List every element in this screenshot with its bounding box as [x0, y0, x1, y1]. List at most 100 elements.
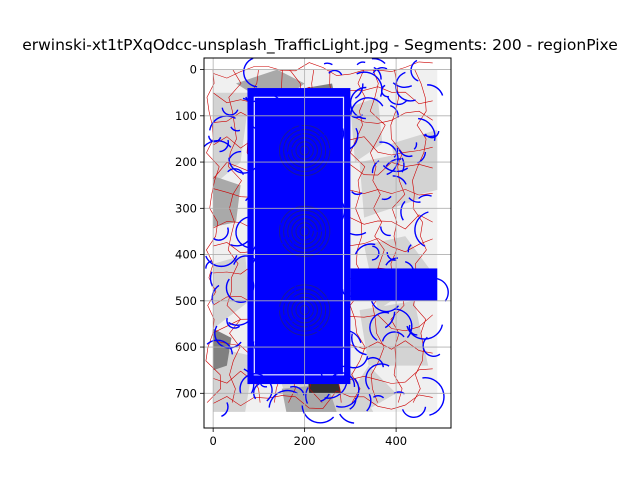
contour-arc [371, 58, 386, 65]
contour-arc [260, 383, 268, 388]
contour-arc [249, 252, 285, 282]
contour-arc [245, 96, 260, 103]
contour-arc [287, 244, 296, 255]
contour-arc [326, 146, 339, 157]
contour-arc [261, 187, 272, 192]
segment-region [391, 129, 438, 200]
contour-arc [384, 311, 396, 329]
plot-area [203, 57, 452, 429]
contour-arc [317, 241, 329, 254]
y-tick-label: 0 [190, 63, 197, 77]
contour-arc [277, 297, 314, 313]
contour-arc [208, 135, 222, 143]
contour-arc [427, 84, 444, 96]
contour-arc [225, 278, 247, 303]
contour-arc [239, 373, 263, 395]
contour-arc [258, 139, 272, 149]
contour-arc [309, 226, 326, 232]
contour-arc [372, 395, 385, 399]
contour-arc [328, 372, 356, 387]
contour-arc [320, 194, 330, 205]
y-tick-label: 600 [175, 340, 197, 354]
x-tick-label: 0 [209, 434, 216, 448]
contour-arc [336, 360, 350, 368]
contour-arc [204, 139, 232, 148]
contour-arc [310, 256, 316, 268]
contour-arc [221, 402, 229, 417]
y-tick-label: 100 [175, 109, 197, 123]
contour-arc [205, 255, 238, 268]
contour-arc [283, 314, 298, 322]
contour-arc [372, 67, 388, 74]
axes-frame [203, 57, 452, 429]
y-tick-label: 200 [175, 155, 197, 169]
contour-arc [229, 150, 242, 159]
contour-arc [209, 271, 214, 287]
contour-arc [367, 357, 384, 368]
contour-arc [206, 339, 233, 355]
contour-arc [408, 197, 421, 203]
overlay-housing [247, 88, 351, 385]
x-tick-label: 400 [385, 434, 407, 448]
blue-contours [204, 58, 449, 424]
contour-arc [314, 191, 325, 197]
contour-arc [404, 261, 415, 280]
contour-arc [252, 239, 268, 252]
contour-arc [410, 269, 419, 278]
contour-arc [257, 104, 271, 130]
contour-arc [410, 59, 419, 82]
overlay-arm [350, 268, 438, 301]
contour-arc [323, 62, 333, 66]
contour-arc [253, 381, 265, 400]
contour-arc [270, 328, 277, 336]
contour-arc [327, 160, 331, 169]
contour-arc [317, 201, 321, 207]
housing-rim [253, 96, 345, 376]
contour-arc [349, 330, 362, 344]
contour-arc [328, 374, 337, 382]
contour-arc [221, 107, 239, 116]
contour-arc [328, 280, 333, 297]
contour-arc [340, 127, 345, 143]
contour-arc [370, 295, 400, 313]
contour-arc [422, 336, 441, 357]
contour-arc [379, 141, 399, 176]
contour-arc [401, 157, 405, 173]
contour-arc [418, 194, 432, 200]
grid [204, 58, 451, 428]
contour-arc [344, 230, 367, 236]
contour-arc [417, 151, 427, 164]
contour-arc [230, 226, 254, 247]
contour-arc [381, 331, 405, 342]
contour-arc [385, 257, 398, 266]
contour-arc [351, 114, 364, 119]
contour-arc [205, 260, 213, 269]
contour-arc [265, 158, 275, 162]
contour-arc [280, 237, 294, 246]
contour-arc [349, 397, 357, 410]
contour-arc [279, 207, 297, 228]
contour-arc [339, 413, 355, 424]
contour-arc [305, 387, 309, 404]
contour-arc [385, 158, 402, 167]
segment-region [213, 328, 232, 371]
contour-arc [371, 160, 380, 174]
contour-arc [395, 71, 416, 102]
contour-arc [324, 380, 348, 399]
contour-arc [354, 83, 364, 99]
chart-title: erwinski-xt1tPXqOdcc-unsplash_TrafficLig… [22, 36, 618, 55]
contour-arc [310, 191, 313, 198]
contour-arc [213, 227, 229, 241]
contour-arc [423, 134, 436, 138]
segment-region [213, 175, 241, 227]
contour-arc [228, 318, 252, 326]
contour-arc [365, 363, 390, 390]
contour-arc [259, 92, 285, 130]
contour-arc [418, 117, 436, 141]
contour-arc [341, 289, 355, 297]
contour-arc [259, 375, 273, 402]
y-tick-label: 400 [175, 248, 197, 262]
contour-arc [272, 273, 287, 277]
contour-arc [373, 66, 382, 80]
contour-arc [356, 61, 366, 66]
